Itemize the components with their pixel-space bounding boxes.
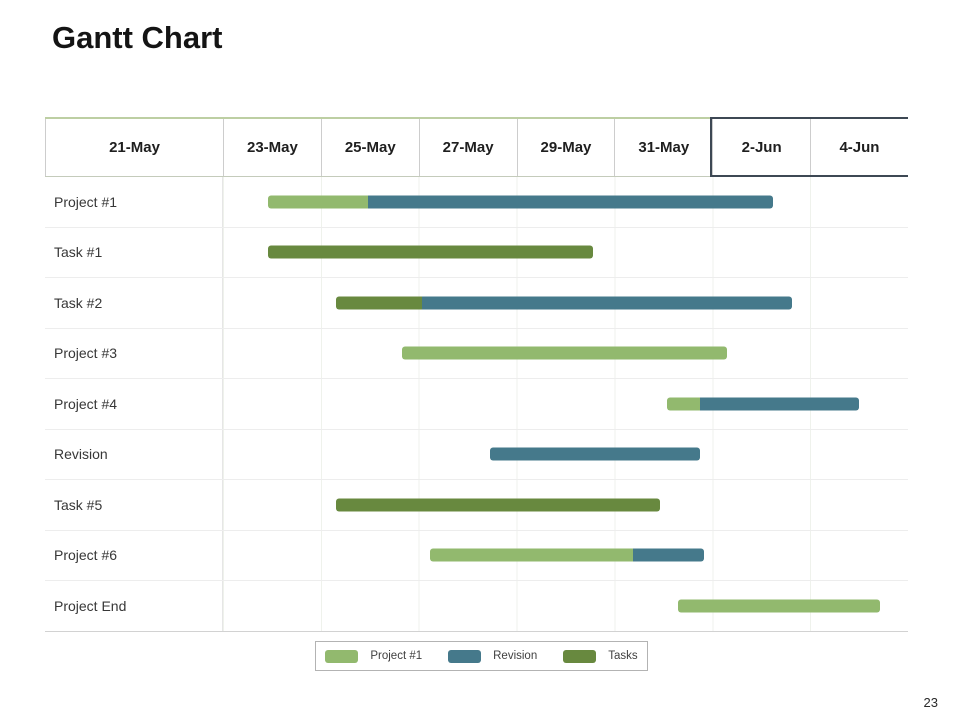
header-cell-25-may: 25-May [320,117,419,177]
gantt-row: Project #1 [45,177,908,228]
gantt-bar-segment-project [430,548,633,562]
gantt-row-label: Project #6 [45,530,223,580]
gantt-row-label: Task #5 [45,480,223,530]
gantt-bar-segment-tasks [336,498,660,512]
gantt-row-label: Project #1 [45,177,223,227]
gantt-bar-segment-project [268,195,368,209]
page-title: Gantt Chart [52,20,223,55]
gantt-bar-segment-revision [700,397,859,411]
gantt-row-plot-area [223,379,908,429]
gantt-row-plot-area [223,429,908,479]
gantt-bar-segment-tasks [336,296,422,310]
header-cell-27-may: 27-May [418,117,517,177]
legend-item: Revision [448,649,538,663]
gantt-row-label: Project #3 [45,328,223,378]
header-cell-2-jun: 2-Jun [712,117,811,177]
gantt-row-label: Project End [45,581,223,631]
gantt-bar [268,245,593,259]
gantt-bar [336,498,660,512]
gantt-bar-segment-tasks [268,245,593,259]
gantt-row: Task #2 [45,278,908,329]
legend-swatch-tasks [563,649,597,663]
gantt-bar-segment-project [402,346,727,360]
gantt-row-plot-area [223,581,908,631]
gantt-row-plot-area [223,328,908,378]
gantt-bar-segment-revision [490,447,700,461]
gantt-bar [667,397,859,411]
legend-label: Revision [493,650,538,662]
gantt-bar [678,599,880,613]
gantt-row: Project #3 [45,328,908,379]
legend: Project #1 Revision Tasks [315,641,648,671]
gantt-row-label: Task #2 [45,278,223,328]
gantt-row-plot-area [223,177,908,227]
legend-label: Project #1 [370,650,423,662]
legend-label: Tasks [608,650,638,662]
gantt-row: Task #5 [45,480,908,531]
gantt-bar-segment-project [678,599,880,613]
gantt-row-plot-area [223,227,908,277]
gantt-bar [268,195,773,209]
gantt-bar [430,548,704,562]
gantt-row-plot-area [223,480,908,530]
page-number: 23 [923,695,938,710]
gantt-bar [402,346,727,360]
header-cell-29-may: 29-May [516,117,615,177]
gantt-row: Revision [45,429,908,480]
gantt-bar [490,447,700,461]
header-cell-4-jun: 4-Jun [810,117,908,177]
header-cell-21-may: 21-May [45,117,223,177]
gantt-bar-segment-revision [368,195,773,209]
gantt-bar-segment-revision [633,548,704,562]
legend-swatch-project [325,649,359,663]
legend-swatch-revision [448,649,482,663]
gantt-body: Project #1 Task #1 Task #2 Project #3 Projec… [45,177,908,632]
legend-item: Tasks [563,649,638,663]
gantt-row-label: Task #1 [45,227,223,277]
gantt-row-label: Revision [45,429,223,479]
gantt-bar-segment-revision [422,296,792,310]
legend-item: Project #1 [325,649,423,663]
gantt-bar-segment-project [667,397,700,411]
gantt-row: Project #4 [45,379,908,430]
gantt-row: Project #6 [45,530,908,581]
gantt-chart: 21-May 23-May 25-May 27-May 29-May 31-May 2-Ju… [45,117,908,632]
gantt-bar [336,296,792,310]
header-cell-31-may: 31-May [614,117,713,177]
gantt-row-label: Project #4 [45,379,223,429]
header-cell-23-may: 23-May [223,117,321,177]
gantt-row-plot-area [223,278,908,328]
gantt-row: Project End [45,581,908,632]
gantt-row-plot-area [223,530,908,580]
gantt-row: Task #1 [45,227,908,278]
gantt-header-row: 21-May 23-May 25-May 27-May 29-May 31-May 2-Ju… [45,117,908,177]
